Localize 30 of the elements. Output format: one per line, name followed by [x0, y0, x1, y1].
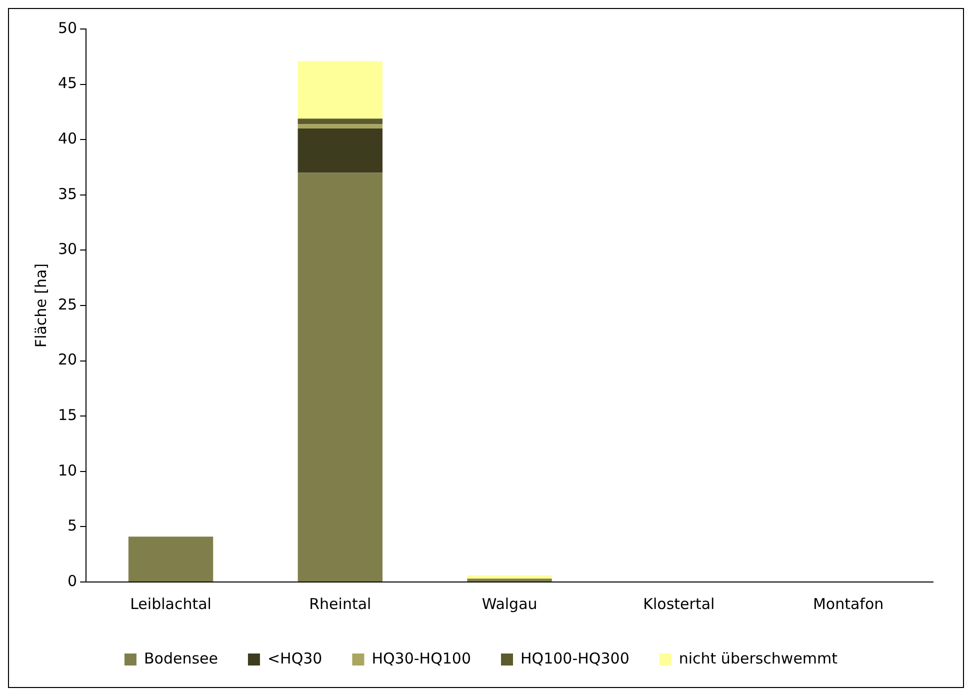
x-tick-label: Montafon: [812, 594, 884, 613]
y-axis-title: Fläche [ha]: [32, 263, 50, 348]
bar: [467, 575, 552, 579]
y-tick-label: 45: [58, 74, 78, 92]
bar: [298, 61, 383, 119]
x-tick-label: Klostertal: [643, 594, 715, 613]
bar: [298, 128, 383, 173]
y-tick-label: 50: [58, 18, 78, 37]
y-tick-label: 40: [58, 129, 78, 148]
bar: [298, 124, 383, 129]
legend-label: Bodensee: [144, 649, 218, 668]
legend-label: <HQ30: [267, 649, 322, 668]
x-tick-label: Rheintal: [309, 594, 372, 613]
y-tick-label: 15: [58, 406, 78, 424]
bar: [298, 172, 383, 582]
y-tick-label: 30: [58, 240, 78, 258]
legend-label: HQ30-HQ100: [372, 649, 472, 668]
y-tick-label: 10: [58, 461, 78, 480]
bar: [298, 118, 383, 124]
y-tick-label: 20: [58, 350, 78, 369]
x-tick-label: Leiblachtal: [130, 594, 212, 613]
legend-label: HQ100-HQ300: [520, 649, 630, 668]
y-tick-label: 0: [68, 572, 78, 590]
y-tick-label: 25: [58, 295, 78, 314]
legend-label: nicht überschwemmt: [678, 649, 838, 668]
y-tick-label: 5: [68, 516, 78, 535]
bar: [467, 578, 552, 582]
y-tick-label: 35: [58, 184, 78, 203]
x-tick-label: Walgau: [482, 594, 538, 613]
bar: [128, 536, 214, 582]
